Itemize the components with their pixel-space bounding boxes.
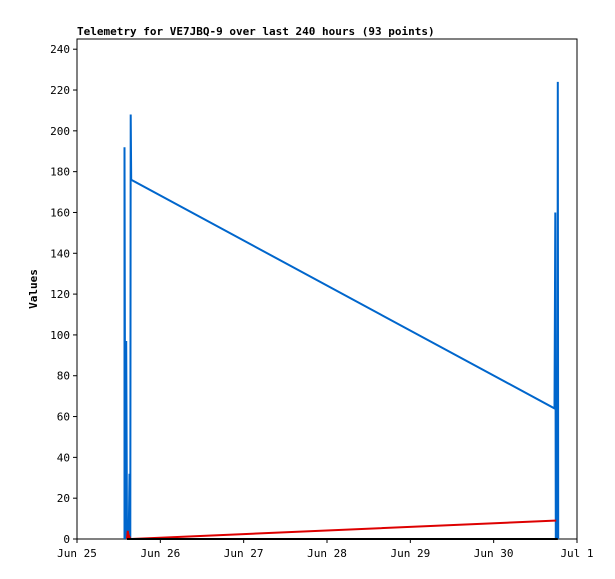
y-axis: 0 20 40 60 80 100 120 140 160 180 200 220 240	[50, 43, 77, 546]
x-tick-label-2: Jun 27	[224, 547, 264, 560]
y-tick-label-3: 60	[57, 411, 70, 424]
y-tick-label-0: 0	[63, 533, 70, 546]
x-tick-label-4: Jun 29	[390, 547, 430, 560]
plot-area-frame	[76, 38, 578, 540]
y-tick-label-4: 80	[57, 370, 70, 383]
x-tick-label-0: Jun 25	[57, 547, 97, 560]
x-tick-label-6: Jul 1	[560, 547, 593, 560]
x-tick-label-3: Jun 28	[307, 547, 347, 560]
y-tick-label-12: 240	[50, 43, 70, 56]
y-tick-label-2: 40	[57, 451, 70, 464]
y-tick-label-7: 140	[50, 247, 70, 260]
y-tick-label-1: 20	[57, 492, 70, 505]
series-line-0	[123, 81, 560, 540]
series-layer	[123, 81, 560, 540]
y-axis-label: Values	[27, 269, 40, 309]
x-tick-label-5: Jun 30	[474, 547, 514, 560]
x-tick-label-1: Jun 26	[140, 547, 180, 560]
series-line-1	[126, 519, 557, 540]
x-axis: Jun 25 Jun 26 Jun 27 Jun 28 Jun 29 Jun 30 Jul …	[57, 539, 594, 560]
y-tick-label-5: 100	[50, 329, 70, 342]
y-tick-label-11: 220	[50, 84, 70, 97]
chart-title: Telemetry for VE7JBQ-9 over last 240 hou…	[77, 25, 435, 38]
y-tick-label-6: 120	[50, 288, 70, 301]
y-tick-label-9: 180	[50, 166, 70, 179]
y-tick-label-10: 200	[50, 125, 70, 138]
y-tick-label-8: 160	[50, 206, 70, 219]
